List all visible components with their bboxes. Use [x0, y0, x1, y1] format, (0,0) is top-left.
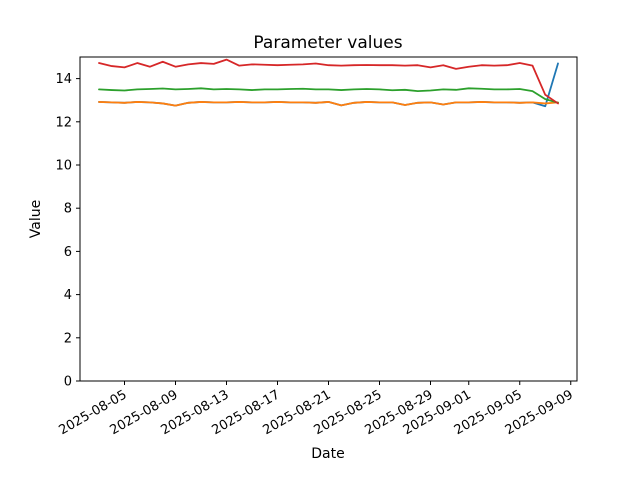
data-lines [98, 58, 559, 108]
y-tick-label: 4 [64, 288, 72, 303]
y-tick-label: 12 [55, 115, 72, 130]
plot-area [79, 56, 578, 382]
y-tick-label: 2 [64, 331, 72, 346]
x-axis-label: Date [311, 446, 344, 462]
y-tick-label: 10 [55, 159, 72, 174]
line-series-orange [98, 101, 559, 107]
chart-title: Parameter values [253, 33, 402, 53]
line-series-green [98, 87, 559, 104]
y-tick-label: 6 [64, 245, 72, 260]
y-tick-label: 0 [64, 375, 72, 390]
line-series-red [98, 58, 559, 105]
y-tick-label: 14 [55, 72, 72, 87]
y-tick-label: 8 [64, 202, 72, 217]
y-axis-label: Value [28, 200, 44, 238]
y-axis-ticks: 0 2 4 6 8 10 12 14 [55, 72, 80, 390]
